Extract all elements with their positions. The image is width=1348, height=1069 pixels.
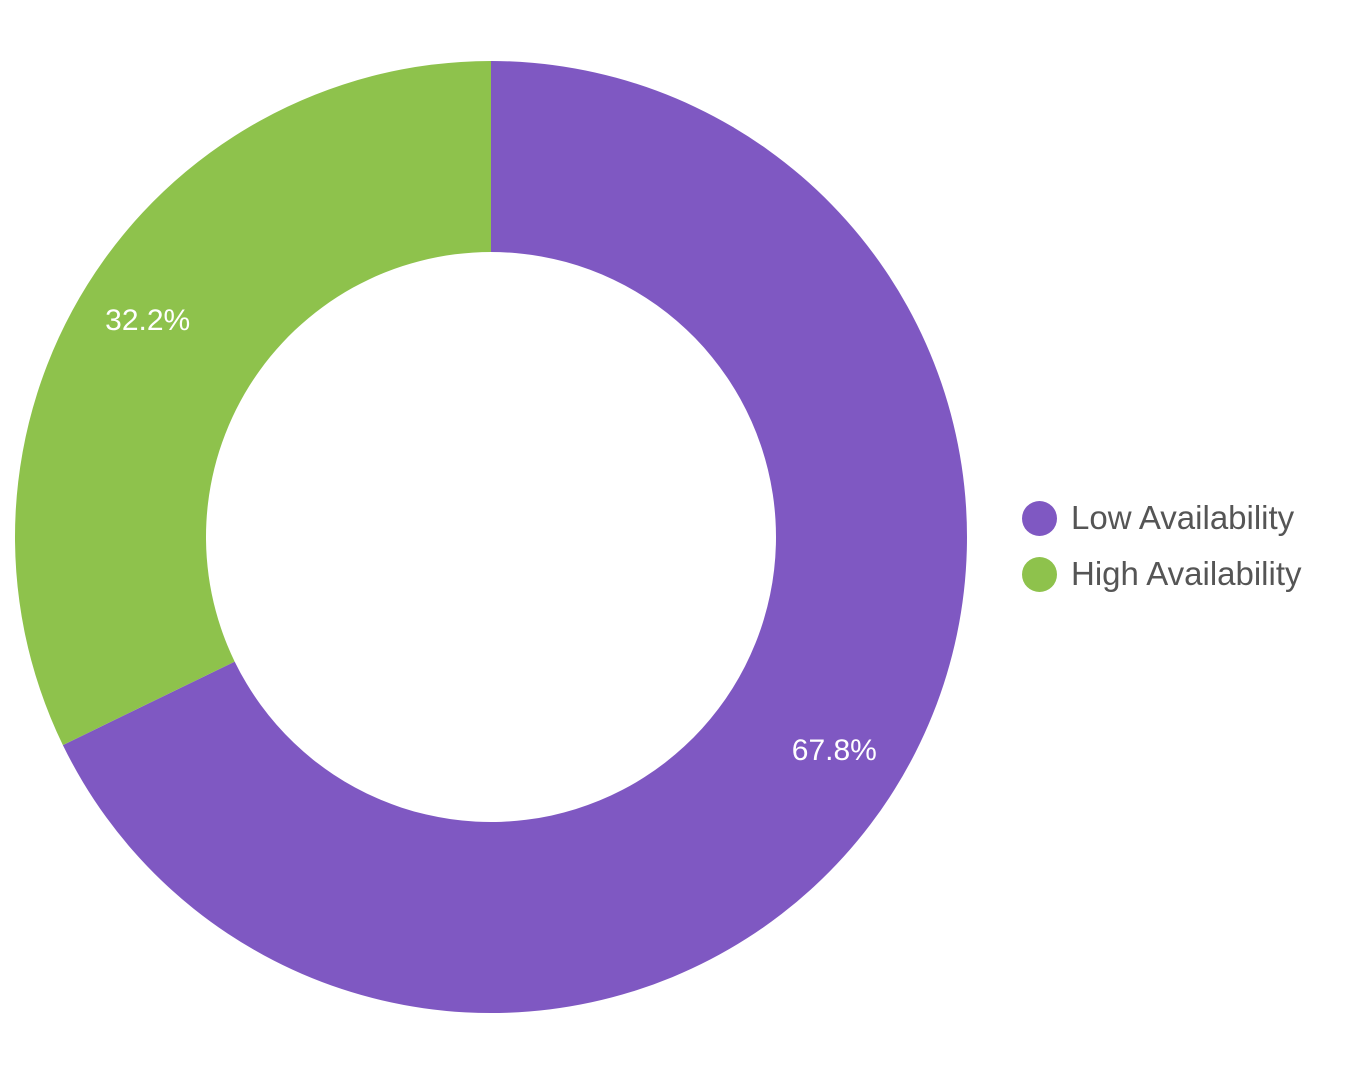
slice-low-availability[interactable]: [62, 61, 967, 1013]
slice-high-availability[interactable]: [14, 61, 492, 746]
legend-item-high-availability[interactable]: High Availability: [1022, 546, 1302, 602]
legend-swatch-low-availability: [1022, 500, 1057, 536]
donut-slices: [14, 61, 967, 1013]
legend-label-high-availability: High Availability: [1071, 555, 1302, 592]
chart-legend: Low Availability High Availability: [1022, 490, 1302, 602]
slice-label-low-availability: 67.8%: [792, 734, 877, 767]
slice-labels: 67.8% 32.2%: [105, 304, 877, 767]
slice-label-high-availability: 32.2%: [105, 304, 190, 337]
legend-swatch-high-availability: [1022, 556, 1057, 592]
legend-label-low-availability: Low Availability: [1071, 499, 1295, 536]
legend-item-low-availability[interactable]: Low Availability: [1022, 490, 1302, 546]
